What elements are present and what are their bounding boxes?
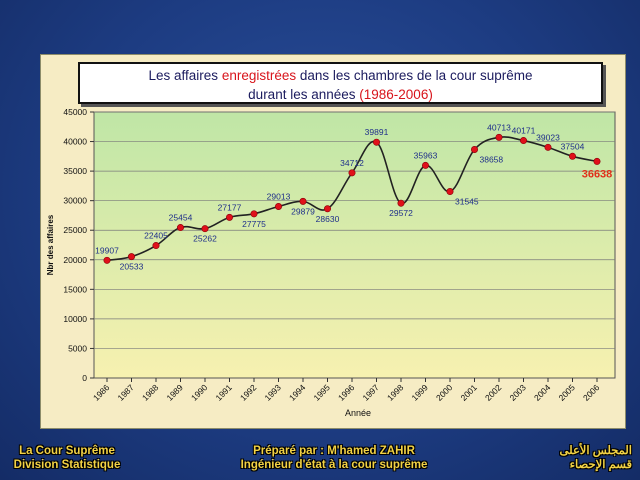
y-tick-label: 5000 <box>68 343 87 353</box>
title-text-3: durant les années <box>248 87 360 102</box>
data-point <box>250 210 258 218</box>
data-point <box>593 157 601 165</box>
footer-right-line1: المجلس الأعلى <box>559 445 632 457</box>
y-tick-label: 0 <box>82 373 87 383</box>
data-point <box>519 137 527 145</box>
x-tick-label: 1997 <box>360 382 381 403</box>
data-point <box>201 225 209 233</box>
x-axis-title: Année <box>345 408 371 418</box>
data-label: 40171 <box>512 126 536 136</box>
data-label: 31545 <box>455 197 479 207</box>
x-tick-label: 1992 <box>238 382 259 403</box>
title-text-1: Les affaires <box>148 68 222 83</box>
data-point <box>446 188 454 196</box>
footer-center: Préparé par : M'hamed ZAHIR Ingénieur d'… <box>215 444 453 472</box>
footer-center-line1: Préparé par : M'hamed ZAHIR <box>253 445 415 457</box>
y-tick-label: 35000 <box>63 166 87 176</box>
footer-center-line2: Ingénieur d'état à la cour suprême <box>240 459 428 471</box>
data-point <box>323 205 331 213</box>
footer-right-line2: قسم الإحصاء <box>569 459 632 471</box>
data-point <box>372 138 380 146</box>
data-label: 39023 <box>536 132 560 142</box>
x-tick-label: 2002 <box>483 382 504 403</box>
data-point <box>152 242 160 250</box>
x-tick-label: 1994 <box>287 382 308 403</box>
x-tick-label: 1986 <box>91 382 112 403</box>
y-tick-label: 10000 <box>63 314 87 324</box>
x-tick-label: 1990 <box>189 382 210 403</box>
y-tick-label: 20000 <box>63 255 87 265</box>
data-label: 36638 <box>582 168 613 180</box>
x-tick-label: 1988 <box>140 382 161 403</box>
footer-left: La Cour Suprême Division Statistique <box>8 444 126 472</box>
x-tick-label: 2000 <box>434 382 455 403</box>
data-label: 22405 <box>144 231 168 241</box>
data-point <box>177 224 185 232</box>
x-tick-label: 2006 <box>581 382 602 403</box>
data-point <box>421 161 429 169</box>
data-point <box>568 152 576 160</box>
data-label: 19907 <box>95 245 119 255</box>
data-point <box>226 213 234 221</box>
x-tick-label: 2004 <box>532 382 553 403</box>
x-tick-label: 1995 <box>311 382 332 403</box>
data-label: 28630 <box>316 214 340 224</box>
x-tick-label: 1998 <box>385 382 406 403</box>
y-tick-label: 15000 <box>63 284 87 294</box>
data-point <box>397 199 405 207</box>
data-label: 35963 <box>414 150 438 160</box>
title-highlight: enregistrées <box>221 68 297 83</box>
data-label: 37504 <box>561 141 585 151</box>
x-tick-label: 2001 <box>458 382 479 403</box>
data-label: 34712 <box>340 158 364 168</box>
y-tick-label: 30000 <box>63 196 87 206</box>
data-point <box>470 145 478 153</box>
data-label: 25454 <box>169 213 193 223</box>
data-label: 29572 <box>389 208 413 218</box>
data-point <box>348 169 356 177</box>
x-tick-label: 1999 <box>409 382 430 403</box>
title-text-2: dans les chambres de la cour suprême <box>296 68 533 83</box>
data-point <box>128 253 136 261</box>
x-tick-label: 2003 <box>507 382 528 403</box>
data-label: 27177 <box>218 202 242 212</box>
footer-right: المجلس الأعلى قسم الإحصاء <box>520 444 632 472</box>
y-tick-label: 25000 <box>63 225 87 235</box>
plot-area <box>93 111 616 379</box>
footer-left-line1: La Cour Suprême <box>19 445 115 457</box>
data-label: 38658 <box>480 154 504 164</box>
x-tick-label: 2005 <box>556 382 577 403</box>
data-label: 20533 <box>120 262 144 272</box>
x-tick-label: 1991 <box>213 382 234 403</box>
y-tick-label: 45000 <box>63 107 87 117</box>
x-tick-label: 1993 <box>262 382 283 403</box>
data-label: 25262 <box>193 234 217 244</box>
chart-title: Les affaires enregistrées dans les chamb… <box>78 62 603 104</box>
data-point <box>495 133 503 141</box>
data-label: 29879 <box>291 206 315 216</box>
x-tick-label: 1996 <box>336 382 357 403</box>
data-point <box>299 197 307 205</box>
data-label: 27775 <box>242 219 266 229</box>
title-years: (1986-2006) <box>359 87 433 102</box>
footer-left-line2: Division Statistique <box>13 459 121 471</box>
data-label: 40713 <box>487 122 511 132</box>
x-tick-label: 1987 <box>115 382 136 403</box>
data-point <box>274 203 282 211</box>
data-label: 39891 <box>365 127 389 137</box>
y-axis-title: Nbr des affaires <box>46 214 55 275</box>
y-tick-label: 40000 <box>63 137 87 147</box>
x-tick-label: 1989 <box>164 382 185 403</box>
data-point <box>103 256 111 264</box>
data-label: 29013 <box>267 192 291 202</box>
data-point <box>544 143 552 151</box>
